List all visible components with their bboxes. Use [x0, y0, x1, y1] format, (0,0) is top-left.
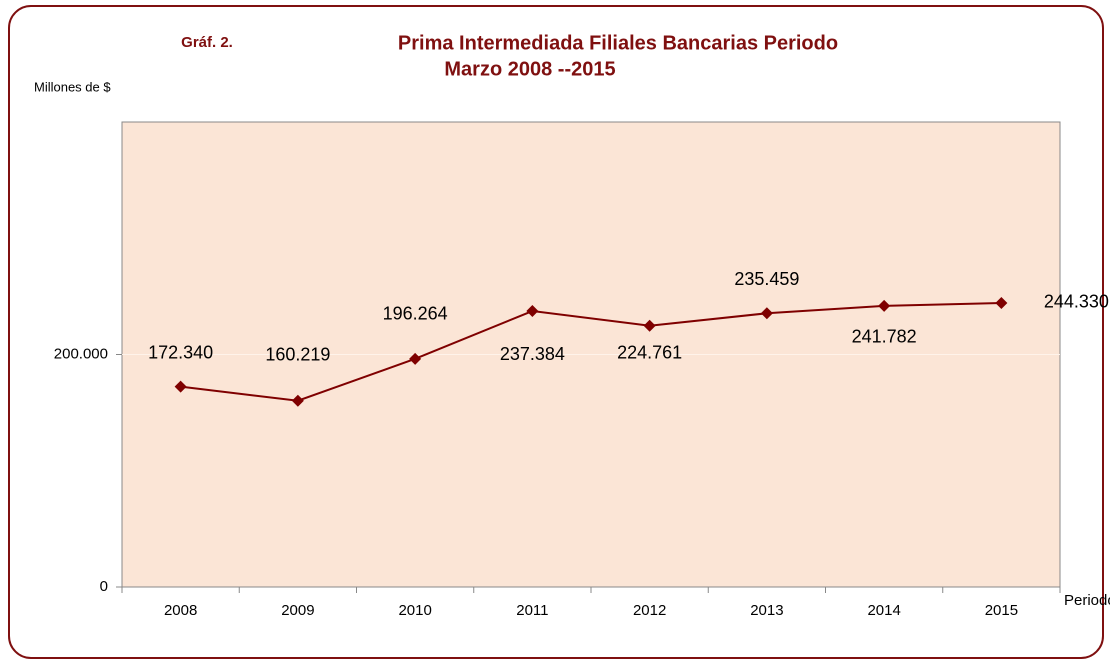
x-tick-label: 2014: [867, 602, 900, 619]
data-label: 241.782: [852, 327, 917, 347]
y-axis-label: Millones de $: [34, 79, 111, 94]
marker: [878, 299, 891, 312]
marker: [174, 380, 187, 393]
marker: [409, 352, 422, 365]
x-tick-label: 2011: [516, 602, 548, 619]
data-label: 160.219: [265, 344, 330, 364]
data-label: 235.459: [734, 269, 799, 289]
x-tick-label: 2009: [281, 602, 314, 619]
y-tick-label: 200.000: [54, 345, 108, 362]
x-tick-label: 2015: [985, 602, 1018, 619]
x-tick-label: 2013: [750, 602, 783, 619]
marker: [995, 296, 1008, 309]
data-label: 196.264: [383, 304, 448, 324]
x-tick-label: 2008: [164, 602, 197, 619]
marker: [760, 307, 773, 320]
marker: [643, 319, 656, 332]
data-label: 244.330: [1044, 292, 1109, 312]
data-label: 224.761: [617, 342, 682, 362]
x-tick-label: 2012: [633, 602, 666, 619]
marker: [526, 305, 539, 318]
line: [180, 301, 1002, 402]
y-tick-label: 0: [100, 578, 108, 595]
chart-title: Prima Intermediada Filiales Bancarias Pe…: [398, 32, 838, 54]
marker: [291, 394, 304, 407]
x-tick-label: 2010: [398, 602, 431, 619]
chart-subtitle: Marzo 2008 --2015: [444, 58, 615, 80]
chart-label: Gráf. 2.: [181, 34, 233, 51]
data-label: 172.340: [148, 342, 213, 362]
x-axis-label: Periodo: [1064, 592, 1110, 609]
data-label: 237.384: [500, 344, 565, 364]
